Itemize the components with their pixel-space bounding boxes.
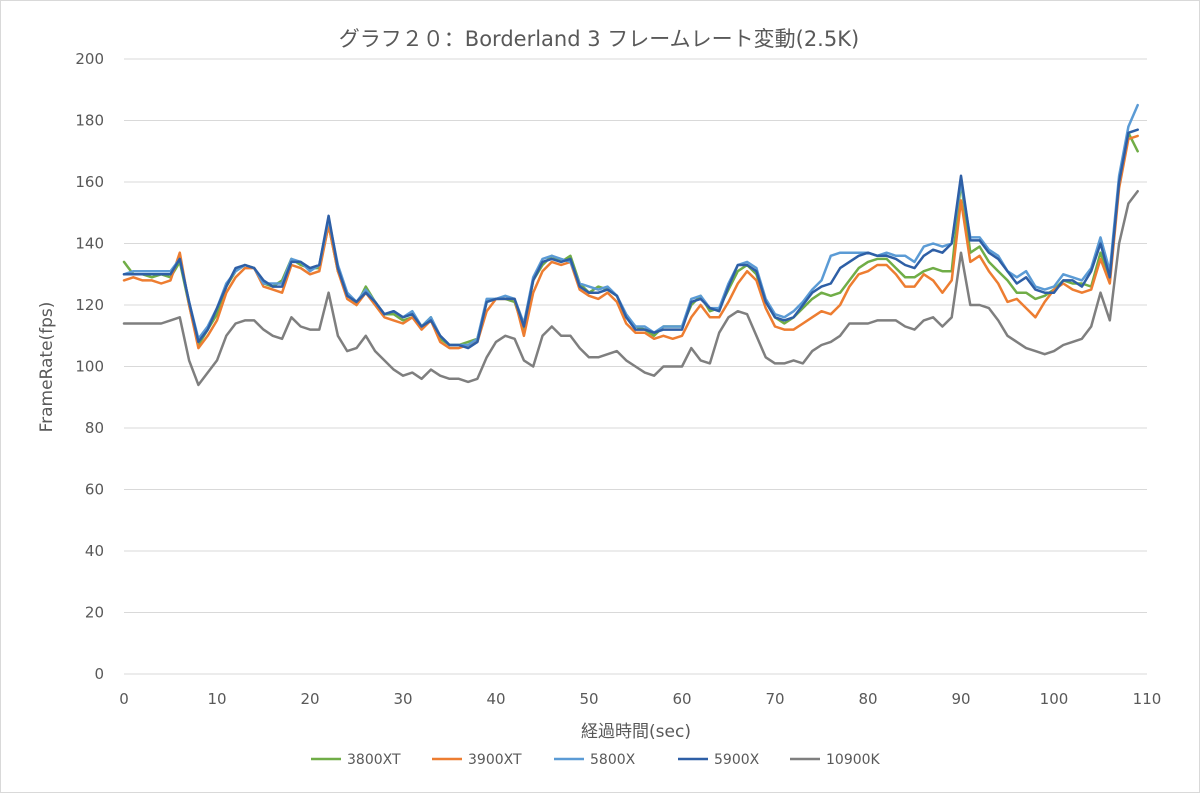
legend-label: 3800XT [347, 752, 401, 768]
y-tick-label: 180 [75, 112, 104, 130]
x-axis-title: 経過時間(sec) [581, 722, 691, 742]
series-line-3800XT [122, 131, 1139, 347]
legend-label: 3900XT [468, 752, 522, 768]
y-tick-label: 40 [85, 542, 104, 560]
x-tick-label: 10 [207, 690, 226, 708]
x-tick-label: 100 [1040, 690, 1069, 708]
legend-label: 10900K [826, 752, 881, 768]
y-tick-label: 120 [75, 296, 104, 314]
y-tick-label: 0 [94, 665, 104, 683]
x-tick-label: 30 [393, 690, 412, 708]
x-tick-label: 50 [579, 690, 598, 708]
y-axis-title: FrameRate(fps) [37, 302, 57, 433]
x-tick-label: 20 [300, 690, 319, 708]
x-tick-label: 80 [858, 690, 877, 708]
x-tick-label: 60 [672, 690, 691, 708]
y-tick-label: 160 [75, 173, 104, 191]
x-tick-label: 0 [119, 690, 129, 708]
y-tick-label: 20 [85, 604, 104, 622]
series-lines [122, 103, 1139, 387]
x-tick-label: 40 [486, 690, 505, 708]
legend-label: 5900X [714, 752, 760, 768]
y-tick-label: 140 [75, 235, 104, 253]
series-line-5800X [122, 103, 1139, 347]
x-tick-labels: 0 10 20 30 40 50 60 70 80 90 100 110 [119, 690, 1161, 708]
x-tick-label: 90 [951, 690, 970, 708]
series-line-10900K [122, 189, 1139, 387]
x-tick-label: 110 [1133, 690, 1162, 708]
y-tick-labels: 0 20 40 60 80 100 120 140 160 180 200 [75, 50, 104, 683]
y-tick-label: 60 [85, 481, 104, 499]
series-line-5900X [122, 128, 1139, 350]
chart-title: グラフ２０：Borderland 3 フレームレート変動(2.5K) [339, 27, 859, 51]
y-tick-label: 100 [75, 358, 104, 376]
series-line-3900XT [122, 134, 1139, 350]
legend: 3800XT 3900XT 5800X 5900X 10900K [311, 752, 881, 768]
y-tick-label: 80 [85, 419, 104, 437]
x-tick-label: 70 [765, 690, 784, 708]
y-tick-label: 200 [75, 50, 104, 68]
legend-label: 5800X [590, 752, 636, 768]
